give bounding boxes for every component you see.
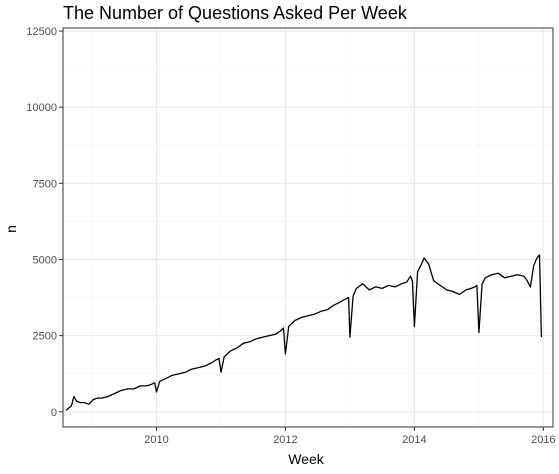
y-tick-label: 2500 <box>33 331 57 343</box>
x-tick-label: 2016 <box>531 434 555 446</box>
y-axis-label: n <box>3 225 19 233</box>
chart-title: The Number of Questions Asked Per Week <box>63 3 408 23</box>
x-tick-label: 2014 <box>402 434 426 446</box>
y-tick-label: 5000 <box>33 254 57 266</box>
x-tick-label: 2010 <box>144 434 168 446</box>
panel-border <box>62 27 554 428</box>
x-axis-label: Week <box>288 451 325 467</box>
y-tick-label: 10000 <box>26 102 57 114</box>
plot-panel: 2010 2012 2014 2016 0 2500 5000 7500 10000 12500 <box>26 26 555 446</box>
series-line-0 <box>65 254 543 411</box>
x-tick-label: 2012 <box>273 434 297 446</box>
plot-background <box>63 28 553 427</box>
y-tick-label: 0 <box>51 407 57 419</box>
y-tick-label: 7500 <box>33 178 57 190</box>
y-tick-label: 12500 <box>26 26 57 38</box>
